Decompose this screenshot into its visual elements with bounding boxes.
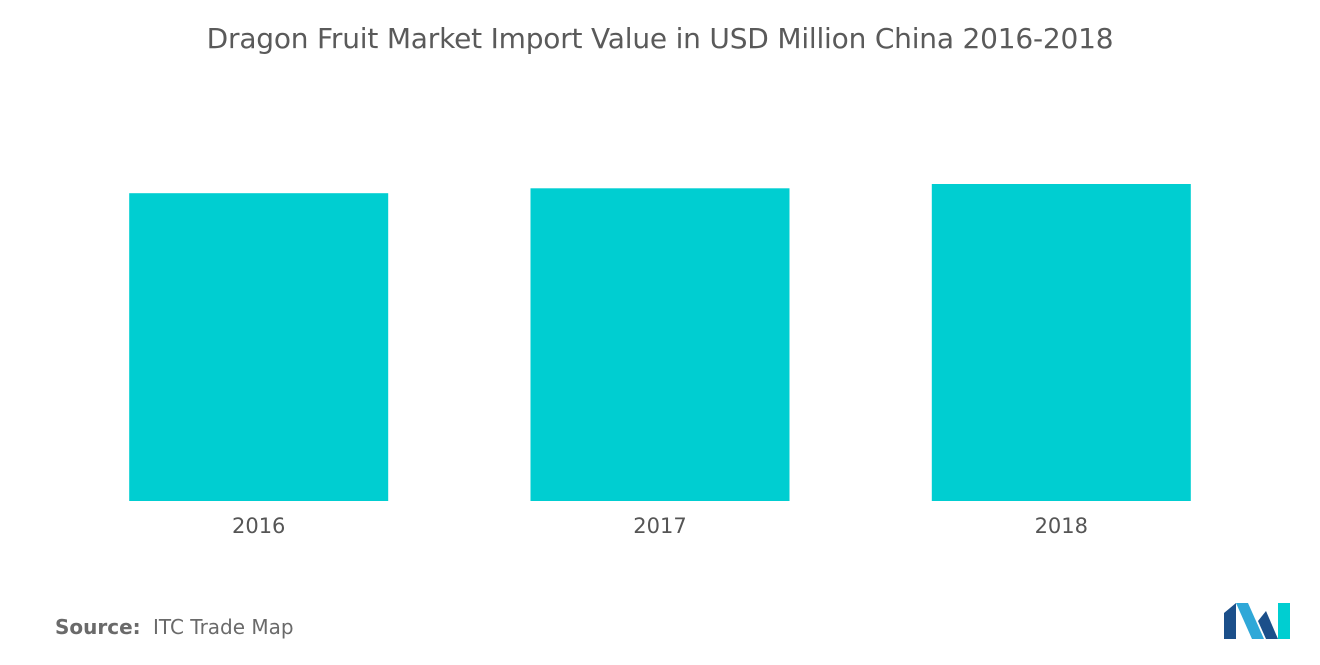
source-text: ITC Trade Map [153, 615, 294, 639]
logo-right-stroke [1258, 611, 1278, 639]
x-tick-label: 2016 [232, 514, 285, 538]
logo-tail-stroke [1278, 603, 1290, 639]
source-label: Source: [55, 615, 141, 639]
chart-title: Dragon Fruit Market Import Value in USD … [206, 22, 1114, 55]
logo-left-stroke [1224, 603, 1236, 639]
bar-2017 [530, 188, 790, 502]
bar-2016 [129, 193, 389, 501]
logo-mid-stroke [1236, 603, 1264, 639]
x-tick-label: 2018 [1035, 514, 1088, 538]
x-tick-label: 2017 [633, 514, 686, 538]
bar-2018 [931, 184, 1191, 501]
brand-logo-icon [1224, 603, 1290, 639]
source-note: Source: ITC Trade Map [55, 615, 294, 639]
